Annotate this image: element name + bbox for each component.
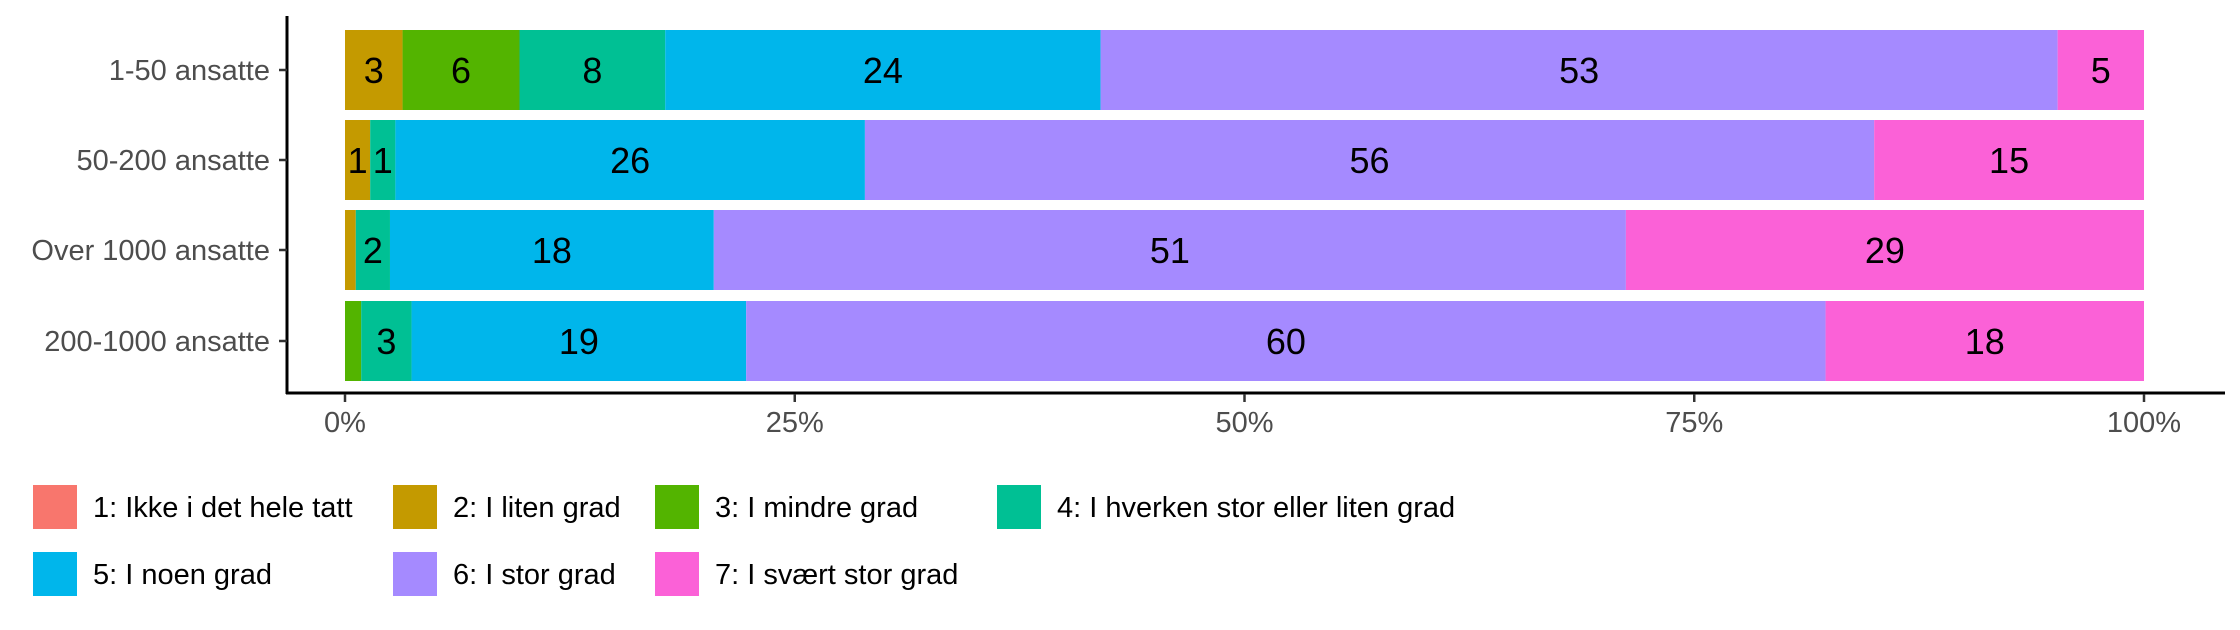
bar-segment <box>389 210 714 290</box>
legend-item: 3: I mindre grad <box>655 485 918 529</box>
bar-value-label: 29 <box>1865 230 1905 271</box>
bar-segment <box>345 120 371 200</box>
bar-value-label: 6 <box>451 50 471 91</box>
bar-value-label: 1 <box>348 140 368 181</box>
legend-swatch <box>655 485 699 529</box>
legend-label: 4: I hverken stor eller liten grad <box>1057 492 1455 524</box>
y-tick-label: 200-1000 ansatte <box>44 326 270 358</box>
x-tick-label: 0% <box>324 407 366 439</box>
bar-segment <box>746 301 1826 381</box>
bar-labels-group: 3 6 8 24 53 51 1 26 56 152 18 51 293 19 60 18 <box>348 50 2111 362</box>
y-tick-label: Over 1000 ansatte <box>31 235 270 267</box>
bar-value-label: 19 <box>559 321 599 362</box>
bar-value-label: 24 <box>863 50 903 91</box>
legend-swatch <box>997 485 1041 529</box>
x-tick-label: 50% <box>1215 407 1273 439</box>
legend-item: 5: I noen grad <box>33 552 272 596</box>
bar-segment <box>370 120 396 200</box>
bar-segment <box>411 301 747 381</box>
y-axis: 1-50 ansatte 50-200 ansatte Over 1000 ansa… <box>31 55 287 358</box>
bar-segment <box>519 30 666 110</box>
legend-label: 3: I mindre grad <box>715 492 918 524</box>
x-tick-label: 100% <box>2107 407 2181 439</box>
bar-value-label: 2 <box>363 230 383 271</box>
y-tick-label: 1-50 ansatte <box>109 55 270 87</box>
bar-segment <box>1825 301 2144 381</box>
bar-value-label: 5 <box>2091 50 2111 91</box>
legend-item: 1: Ikke i det hele tatt <box>33 485 353 529</box>
legend-label: 1: Ikke i det hele tatt <box>93 492 353 524</box>
bar-segment <box>2057 30 2144 110</box>
legend-swatch <box>393 552 437 596</box>
bar-segment <box>395 120 865 200</box>
bar-value-label: 60 <box>1266 321 1306 362</box>
bar-value-label: 8 <box>582 50 602 91</box>
legend-label: 5: I noen grad <box>93 559 272 591</box>
bar-segment <box>355 210 390 290</box>
bars-group <box>345 30 2144 381</box>
bar-segment <box>345 301 362 381</box>
bar-segment <box>361 301 412 381</box>
legend-swatch <box>393 485 437 529</box>
x-tick-label: 75% <box>1665 407 1723 439</box>
bar-segment <box>713 210 1626 290</box>
x-axis: 0% 25% 50% 75% 100% <box>324 394 2181 439</box>
x-tick-label: 25% <box>766 407 824 439</box>
bar-value-label: 1 <box>373 140 393 181</box>
legend-label: 7: I svært stor grad <box>715 559 958 591</box>
legend-swatch <box>655 552 699 596</box>
bar-segment <box>1874 120 2144 200</box>
legend-swatch <box>33 552 77 596</box>
bar-value-label: 18 <box>1965 321 2005 362</box>
bar-segment <box>1625 210 2144 290</box>
legend-label: 2: I liten grad <box>453 492 621 524</box>
bar-value-label: 51 <box>1150 230 1190 271</box>
bar-segment <box>864 120 1875 200</box>
legend-item: 4: I hverken stor eller liten grad <box>997 485 1455 529</box>
bar-value-label: 56 <box>1350 140 1390 181</box>
bar-value-label: 53 <box>1559 50 1599 91</box>
bar-value-label: 26 <box>610 140 650 181</box>
legend-item: 2: I liten grad <box>393 485 621 529</box>
legend-item: 6: I stor grad <box>393 552 616 596</box>
bar-value-label: 18 <box>532 230 572 271</box>
legend-item: 7: I svært stor grad <box>655 552 958 596</box>
bar-segment <box>665 30 1101 110</box>
legend-swatch <box>33 485 77 529</box>
legend-label: 6: I stor grad <box>453 559 616 591</box>
bar-value-label: 15 <box>1989 140 2029 181</box>
bar-value-label: 3 <box>376 321 396 362</box>
y-tick-label: 50-200 ansatte <box>77 145 270 177</box>
bar-segment <box>345 210 356 290</box>
bar-value-label: 3 <box>364 50 384 91</box>
bar-segment <box>345 30 403 110</box>
bar-segment <box>402 30 520 110</box>
legend: 1: Ikke i det hele tatt 2: I liten grad 3:… <box>33 485 1455 596</box>
bar-segment <box>1100 30 2058 110</box>
